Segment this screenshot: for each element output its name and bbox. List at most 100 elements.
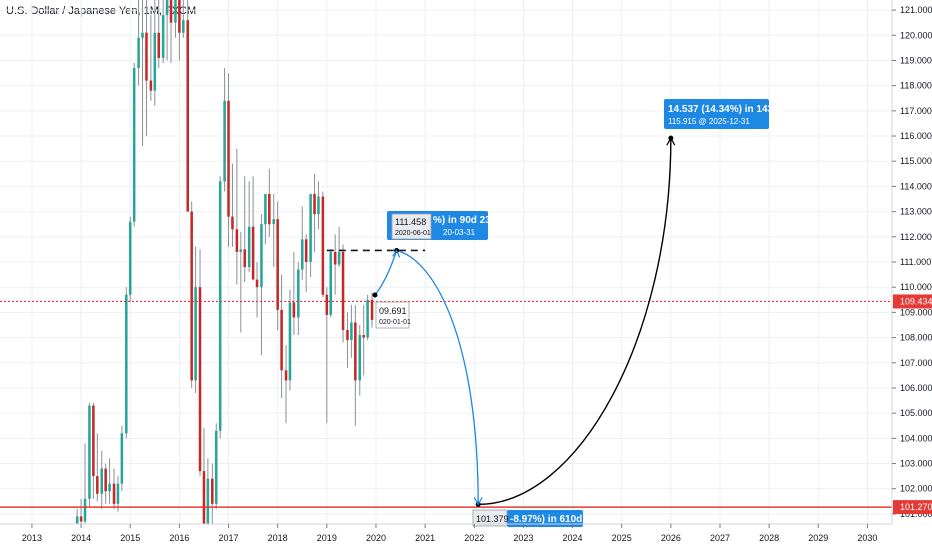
candle-body bbox=[304, 239, 308, 262]
y-tick-label: 112.000 bbox=[900, 232, 932, 242]
y-tick-label: 120.000 bbox=[900, 30, 932, 40]
candle-body bbox=[239, 249, 243, 252]
candle-body bbox=[88, 405, 91, 499]
candle-body bbox=[292, 302, 296, 318]
candle-body bbox=[198, 287, 202, 472]
candle-body bbox=[178, 0, 181, 33]
x-tick-label: 2030 bbox=[857, 533, 877, 543]
candle-body bbox=[116, 483, 120, 504]
candle-body bbox=[145, 32, 148, 81]
tooltip-main: 101.379 bbox=[476, 514, 509, 524]
x-tick-label: 2025 bbox=[612, 533, 632, 543]
candle-body bbox=[100, 468, 104, 494]
candle-body bbox=[75, 516, 79, 524]
candle-body bbox=[120, 433, 124, 484]
candle-body bbox=[280, 309, 283, 371]
tooltip-box bbox=[391, 213, 432, 240]
x-tick-label: 2026 bbox=[661, 533, 681, 543]
x-tick-label: 2024 bbox=[563, 533, 583, 543]
arrow-head bbox=[473, 497, 483, 506]
candle-body bbox=[214, 430, 218, 504]
candle-body bbox=[79, 516, 83, 522]
annotation-box bbox=[664, 99, 769, 129]
candle-body bbox=[300, 239, 304, 270]
candle-body bbox=[370, 299, 374, 320]
candle-body bbox=[202, 471, 206, 524]
candle-body bbox=[108, 483, 111, 492]
annotation-sub: 115.915 @ 2025-12-31 bbox=[668, 117, 750, 126]
candle-body bbox=[350, 322, 353, 341]
x-tick-label: 2015 bbox=[120, 533, 140, 543]
y-tick-label: 110.000 bbox=[900, 282, 932, 292]
x-tick-label: 2014 bbox=[71, 533, 91, 543]
candle-body bbox=[211, 478, 214, 504]
y-tick-label: 118.000 bbox=[900, 81, 932, 91]
candle-body bbox=[243, 249, 247, 268]
candle-body bbox=[141, 32, 144, 38]
candle-body bbox=[276, 219, 279, 310]
candle-body bbox=[288, 302, 292, 381]
y-tick-label: 104.000 bbox=[900, 433, 932, 443]
candle-body bbox=[112, 483, 116, 504]
grid bbox=[0, 0, 892, 524]
y-tick-label: 108.000 bbox=[900, 333, 932, 343]
y-tick-label: 119.000 bbox=[900, 55, 932, 65]
candle-body bbox=[223, 100, 226, 182]
candle-body bbox=[190, 211, 193, 381]
y-tick-label: 114.000 bbox=[900, 181, 932, 191]
tooltip-box bbox=[375, 301, 410, 329]
arrow-head bbox=[666, 136, 676, 146]
arrow-head bbox=[392, 249, 401, 258]
candle-body bbox=[83, 498, 87, 522]
y-tick-label: 103.000 bbox=[900, 459, 932, 469]
x-tick-label: 2028 bbox=[759, 533, 779, 543]
candle-body bbox=[165, 0, 169, 16]
tooltip-sub: 2020-06-01 bbox=[395, 230, 431, 237]
y-tick-label: 116.000 bbox=[900, 131, 932, 141]
candle-body bbox=[96, 476, 99, 494]
tooltip-main: 111.458 bbox=[395, 217, 426, 227]
candle-body bbox=[272, 219, 276, 225]
candle-body bbox=[297, 269, 300, 318]
candle-body bbox=[128, 221, 132, 295]
price-badge bbox=[893, 500, 932, 515]
candle-body bbox=[174, 0, 177, 23]
annotation-sub: 20-03-31 bbox=[443, 228, 476, 237]
x-tick-label: 2029 bbox=[808, 533, 828, 543]
candle-body bbox=[92, 405, 95, 477]
candle-body bbox=[346, 330, 349, 341]
candle-body bbox=[235, 229, 239, 252]
y-tick-label: 102.000 bbox=[900, 484, 932, 494]
y-axis: 101.000102.000103.000104.000105.000106.0… bbox=[891, 0, 932, 524]
candle-body bbox=[313, 193, 316, 215]
y-tick-label: 105.000 bbox=[900, 408, 932, 418]
candle-body bbox=[362, 335, 365, 338]
candle-body bbox=[194, 287, 197, 381]
candle-body bbox=[337, 251, 341, 265]
y-tick-label: 121.000 bbox=[900, 5, 932, 15]
projection-paths bbox=[372, 135, 676, 507]
y-tick-label: 107.000 bbox=[900, 358, 932, 368]
x-tick-label: 2017 bbox=[219, 533, 239, 543]
candle-body bbox=[247, 226, 251, 268]
projection-curve bbox=[478, 138, 672, 506]
candle-body bbox=[137, 37, 140, 69]
x-axis: 2013 2014 2015 2016 2017 2018 2019 2020 2021 2022… bbox=[0, 523, 892, 543]
candle-body bbox=[329, 251, 333, 315]
candle-body bbox=[284, 370, 288, 381]
candle-body bbox=[317, 196, 320, 215]
y-tick-label: 117.000 bbox=[900, 106, 932, 116]
candle-body bbox=[206, 478, 210, 524]
annotations: 1%) in 90d 23h120-03-31111.4582020-06-01… bbox=[375, 99, 785, 527]
candle-body bbox=[251, 226, 255, 280]
projection-point bbox=[372, 292, 378, 298]
candle-body bbox=[354, 322, 357, 381]
candle-body bbox=[186, 20, 190, 212]
x-tick-label: 2018 bbox=[268, 533, 288, 543]
candle-body bbox=[325, 294, 329, 315]
y-tick-label: 113.000 bbox=[900, 207, 932, 217]
projection-curve bbox=[396, 249, 479, 505]
x-tick-label: 2023 bbox=[513, 533, 533, 543]
price-badge-label: 109.434 bbox=[900, 296, 932, 306]
